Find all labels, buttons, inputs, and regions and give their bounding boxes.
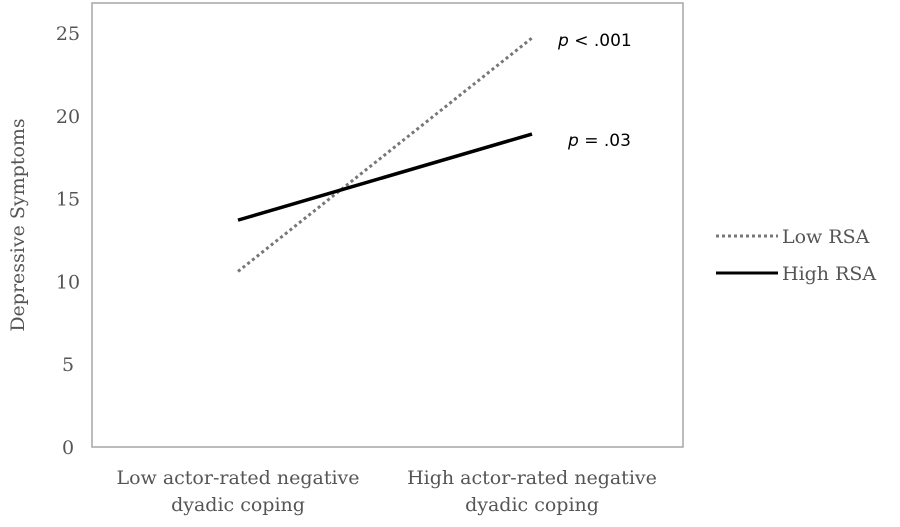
series-line xyxy=(237,36,533,273)
series-lines xyxy=(237,36,533,273)
p-value-annotation: p = .03 xyxy=(567,131,631,151)
legend-label: High RSA xyxy=(782,263,876,285)
y-tick-label: 20 xyxy=(56,106,80,128)
y-axis-ticks: 0 5 10 15 20 25 xyxy=(56,23,80,459)
p-value-annotation: p < .001 xyxy=(557,31,632,51)
y-tick-label: 0 xyxy=(62,437,74,459)
x-axis-ticks: Low actor-rated negative dyadic coping Hig… xyxy=(116,467,656,516)
y-axis-title: Depressive Symptoms xyxy=(7,118,29,331)
x-tick-label: High actor-rated negative dyadic coping xyxy=(407,467,657,516)
series-line xyxy=(237,132,533,222)
plot-area-frame xyxy=(91,2,684,448)
legend: Low RSA High RSA xyxy=(716,226,876,285)
legend-label: Low RSA xyxy=(782,226,870,248)
y-tick-label: 10 xyxy=(56,271,80,293)
y-tick-label: 5 xyxy=(62,354,74,376)
y-tick-label: 25 xyxy=(56,23,80,45)
p-value-annotations: p < .001 p = .03 xyxy=(557,31,632,151)
x-tick-label: Low actor-rated negative dyadic coping xyxy=(116,467,359,516)
y-tick-label: 15 xyxy=(56,189,80,211)
